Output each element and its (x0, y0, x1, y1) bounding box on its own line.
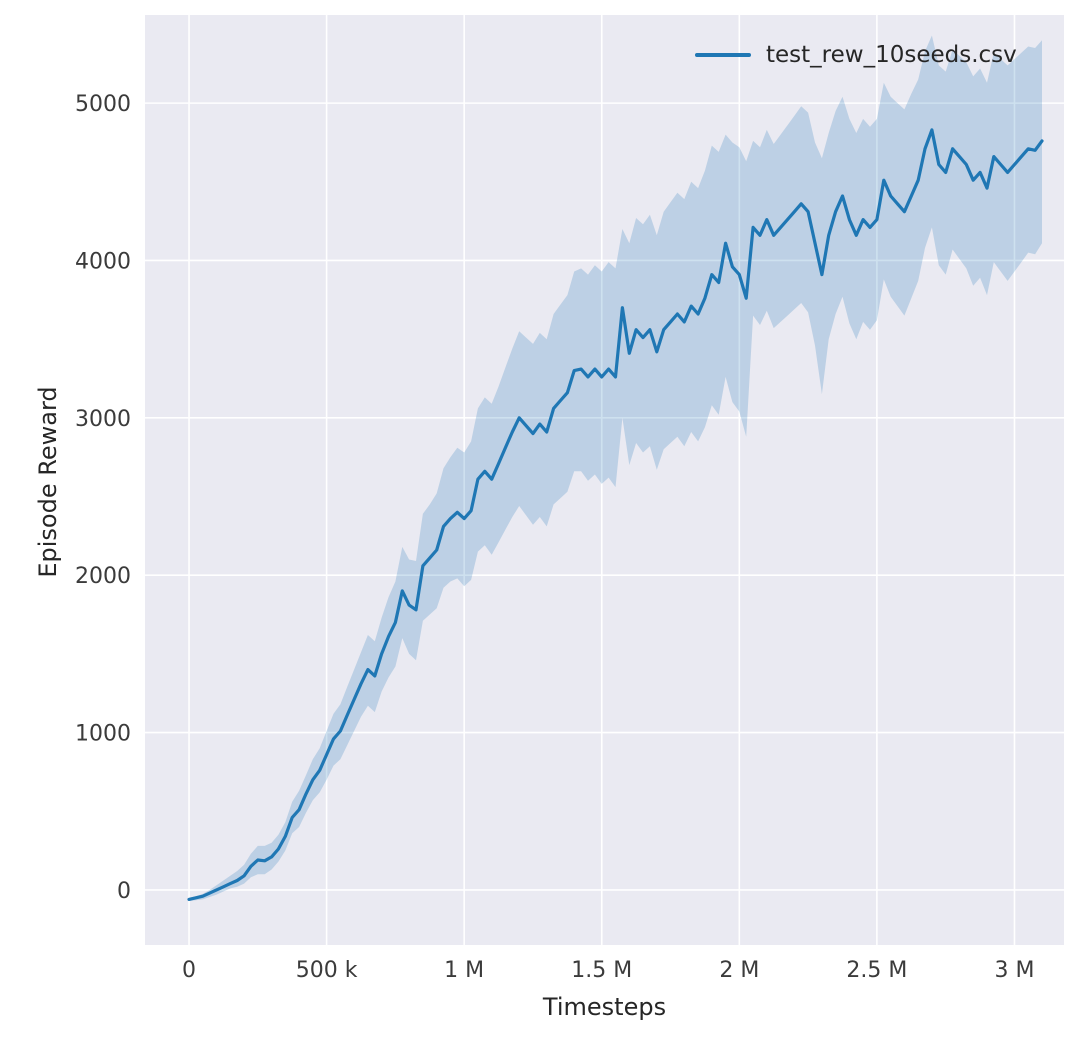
confidence-band (189, 35, 1042, 901)
series-line (187, 128, 1044, 901)
x-tick-label: 500 k (296, 958, 358, 983)
y-tick-label: 5000 (75, 92, 131, 117)
legend: test_rew_10seeds.csv (695, 42, 1017, 68)
x-tick-label: 1.5 M (571, 958, 632, 983)
y-tick-label: 2000 (75, 564, 131, 589)
x-tick-label: 2.5 M (846, 958, 907, 983)
x-tick-label: 1 M (444, 958, 484, 983)
y-tick-label: 1000 (75, 722, 131, 747)
legend-label: test_rew_10seeds.csv (766, 42, 1017, 68)
y-tick-label: 0 (117, 879, 131, 904)
x-tick-label: 3 M (994, 958, 1034, 983)
plot-area (145, 15, 1064, 945)
y-tick-label: 4000 (75, 249, 131, 274)
x-tick-label: 0 (182, 958, 196, 983)
y-tick-label: 3000 (75, 407, 131, 432)
y-axis-label: Episode Reward (34, 386, 62, 578)
legend-line-sample (695, 52, 751, 58)
x-tick-label: 2 M (719, 958, 759, 983)
x-axis-label: Timesteps (542, 993, 667, 1021)
